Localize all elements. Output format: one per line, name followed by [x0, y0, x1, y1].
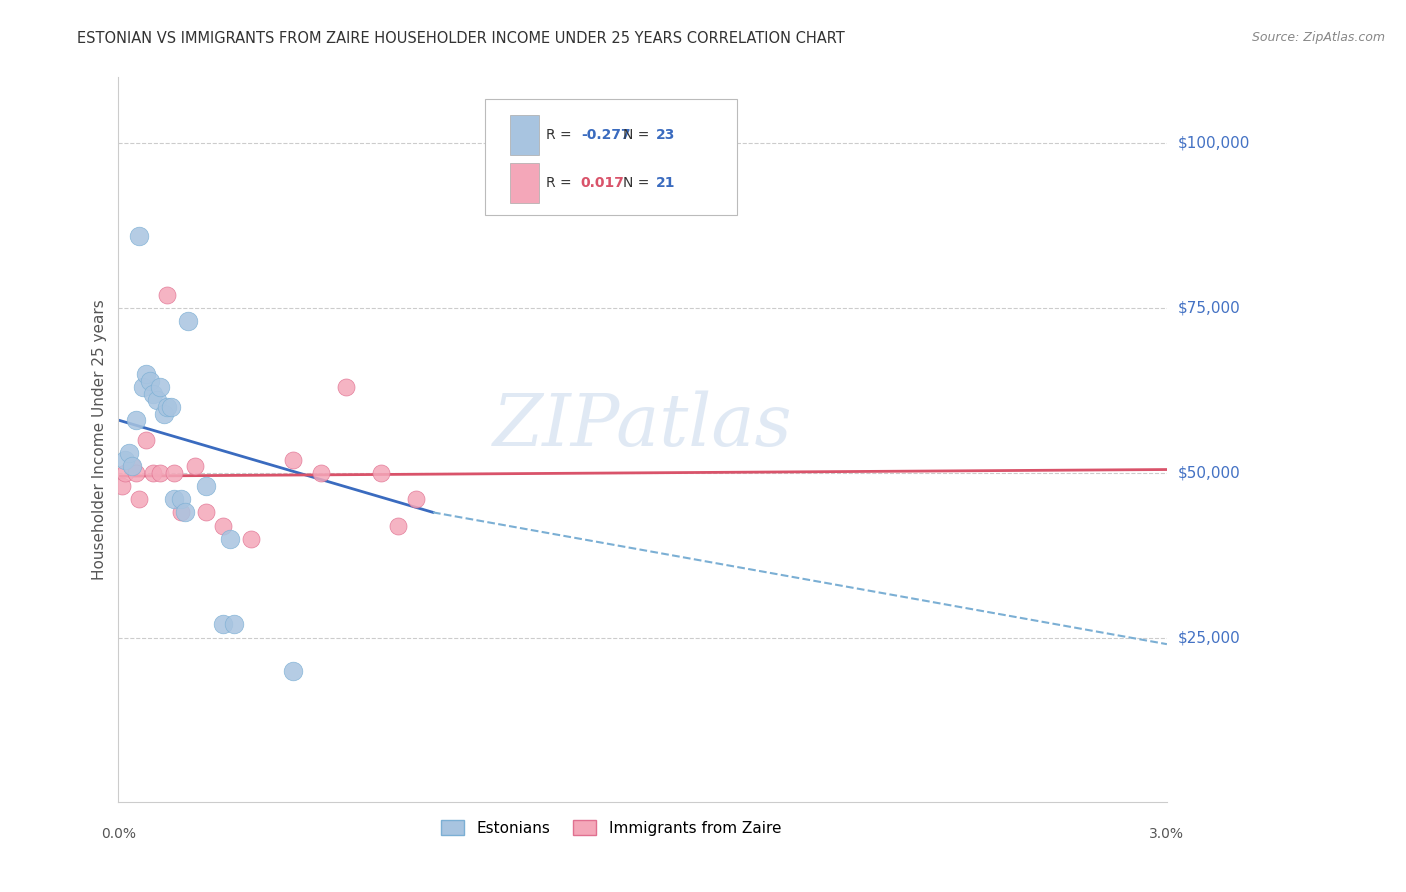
Text: $75,000: $75,000 — [1178, 301, 1240, 316]
Bar — [509, 163, 538, 202]
Point — [335, 380, 357, 394]
Point — [240, 532, 263, 546]
Text: R =: R = — [546, 176, 576, 189]
Text: 0.017: 0.017 — [581, 176, 624, 189]
Point — [177, 314, 200, 328]
Point — [163, 492, 186, 507]
Point — [173, 505, 195, 519]
Point — [139, 374, 162, 388]
Text: $25,000: $25,000 — [1178, 630, 1240, 645]
Point — [170, 505, 193, 519]
Text: Source: ZipAtlas.com: Source: ZipAtlas.com — [1251, 31, 1385, 45]
Point — [121, 459, 143, 474]
Point — [111, 479, 134, 493]
Legend: Estonians, Immigrants from Zaire: Estonians, Immigrants from Zaire — [436, 814, 787, 842]
Text: 0.0%: 0.0% — [101, 827, 136, 841]
Point — [222, 617, 245, 632]
Point — [194, 505, 217, 519]
Point — [212, 518, 235, 533]
Point — [170, 492, 193, 507]
Point — [212, 617, 235, 632]
Point — [114, 466, 136, 480]
Point — [309, 466, 332, 480]
Text: $50,000: $50,000 — [1178, 466, 1240, 480]
Point — [370, 466, 392, 480]
Point — [149, 380, 172, 394]
Point — [118, 446, 141, 460]
Point — [283, 664, 305, 678]
Text: $100,000: $100,000 — [1178, 136, 1250, 151]
Text: -0.277: -0.277 — [581, 128, 630, 142]
Point — [121, 459, 143, 474]
Point — [160, 400, 183, 414]
Point — [142, 386, 165, 401]
Point — [135, 367, 157, 381]
Text: 3.0%: 3.0% — [1150, 827, 1184, 841]
Text: ESTONIAN VS IMMIGRANTS FROM ZAIRE HOUSEHOLDER INCOME UNDER 25 YEARS CORRELATION : ESTONIAN VS IMMIGRANTS FROM ZAIRE HOUSEH… — [77, 31, 845, 46]
Point — [153, 407, 176, 421]
Point — [194, 479, 217, 493]
FancyBboxPatch shape — [485, 99, 737, 215]
Point — [125, 413, 148, 427]
Point — [163, 466, 186, 480]
Point — [142, 466, 165, 480]
Point — [114, 452, 136, 467]
Text: 21: 21 — [657, 176, 676, 189]
Point — [405, 492, 427, 507]
Point — [149, 466, 172, 480]
Point — [156, 400, 179, 414]
Point — [135, 433, 157, 447]
Bar — [509, 115, 538, 155]
Point — [128, 492, 150, 507]
Text: N =: N = — [623, 176, 654, 189]
Point — [128, 228, 150, 243]
Point — [125, 466, 148, 480]
Y-axis label: Householder Income Under 25 years: Householder Income Under 25 years — [93, 300, 107, 581]
Text: ZIPatlas: ZIPatlas — [494, 390, 793, 460]
Point — [184, 459, 207, 474]
Text: N =: N = — [623, 128, 654, 142]
Point — [132, 380, 155, 394]
Text: R =: R = — [546, 128, 576, 142]
Point — [156, 288, 179, 302]
Point — [387, 518, 409, 533]
Point — [146, 393, 169, 408]
Point — [219, 532, 242, 546]
Point — [283, 452, 305, 467]
Text: 23: 23 — [657, 128, 676, 142]
